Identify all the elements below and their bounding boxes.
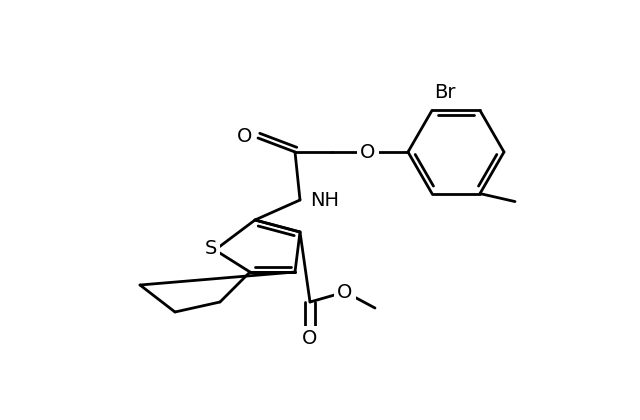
Text: O: O [237, 126, 252, 145]
Text: NH: NH [310, 191, 339, 210]
Text: Br: Br [434, 83, 456, 102]
Text: O: O [337, 283, 353, 302]
Text: O: O [360, 142, 376, 162]
Text: O: O [302, 328, 317, 347]
Text: S: S [205, 239, 217, 257]
